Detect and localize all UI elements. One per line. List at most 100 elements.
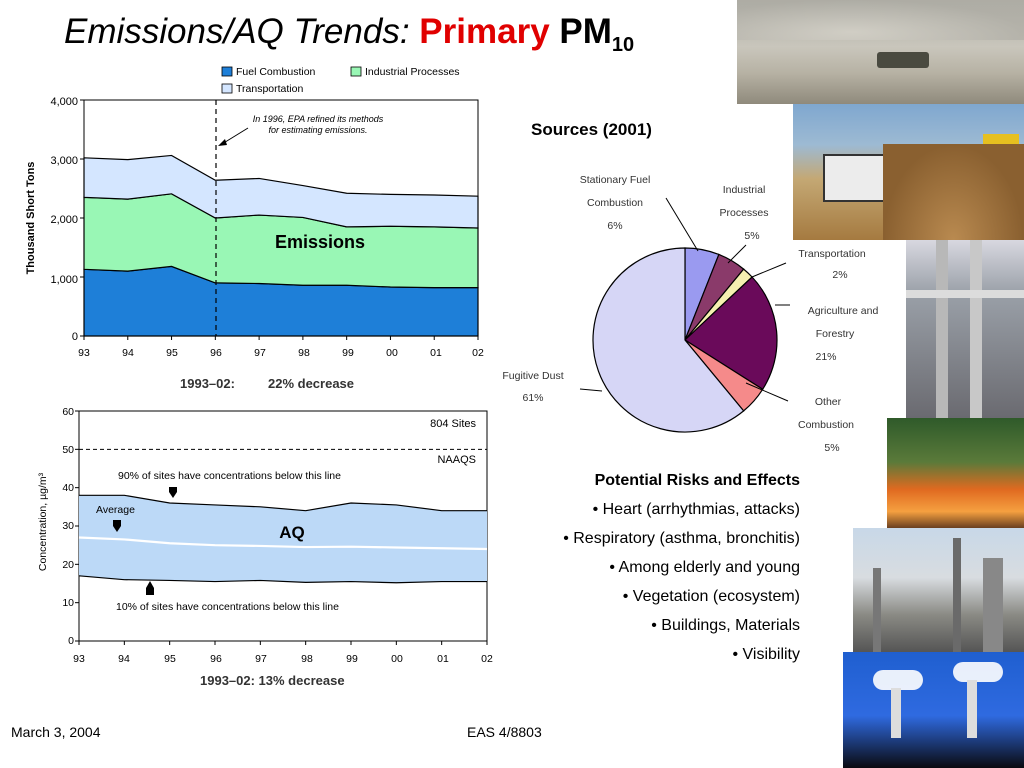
aq-xtick-93: 93 <box>73 653 85 665</box>
pie-label-transport-1: Transportation <box>798 248 865 260</box>
emis-xtick-93: 93 <box>78 347 90 359</box>
legend-swatch-fuel <box>221 66 233 77</box>
annotation-line1: In 1996, EPA refined its methods <box>253 114 384 124</box>
aq-xtick-01: 01 <box>437 653 449 665</box>
aq-line-average <box>78 536 488 551</box>
aq-xtick-95: 95 <box>164 653 176 665</box>
emis-xtick-00: 00 <box>386 347 398 359</box>
pie-label-stationary-1: Stationary Fuel <box>580 174 651 186</box>
aq-xtick-97: 97 <box>255 653 267 665</box>
emis-xtick-97: 97 <box>254 347 266 359</box>
aq-ytick-20: 20 <box>62 559 74 571</box>
pie-label-other-2: Combustion <box>798 419 854 431</box>
aq-line-10 <box>78 575 487 584</box>
legend-fuel: Fuel Combustion <box>236 66 316 78</box>
highway-lane <box>970 240 982 418</box>
smoke-plume <box>953 662 1003 682</box>
pie-label-stationary-2: Combustion <box>587 197 643 209</box>
aq-chart: Concentration, µg/m³ 0 10 20 30 40 50 60… <box>37 406 493 688</box>
refinery-stack <box>873 568 881 652</box>
aq-note-90: 90% of sites have concentrations below t… <box>118 470 341 482</box>
pie-label-stationary-3: 6% <box>607 220 622 232</box>
emis-ytick-0: 0 <box>72 331 78 343</box>
risk-item: • Vegetation (ecosystem) <box>622 588 800 605</box>
emis-ytick-4000: 4,000 <box>50 96 78 108</box>
leader-industrial <box>727 244 747 264</box>
aq-ytick-50: 50 <box>62 444 74 456</box>
pie-label-fugitive-2: 61% <box>522 392 543 404</box>
aq-xtick-94: 94 <box>118 653 130 665</box>
aq-band <box>79 495 487 583</box>
emis-xtick-99: 99 <box>342 347 354 359</box>
marker-10-icon <box>146 581 154 595</box>
pie-label-other-3: 5% <box>824 442 839 454</box>
emis-xtick-95: 95 <box>166 347 178 359</box>
risk-item: • Visibility <box>732 646 800 663</box>
aq-plot-area <box>75 410 488 645</box>
aq-ylabel: Concentration, µg/m³ <box>37 472 49 571</box>
pie-label-industrial-1: Industrial <box>723 184 766 196</box>
emissions-ylabel: Thousand Short Tons <box>25 162 37 275</box>
refinery-tower <box>983 558 1003 652</box>
aq-note-10: 10% of sites have concentrations below t… <box>116 601 339 613</box>
risk-item: • Respiratory (asthma, bronchitis) <box>563 530 800 547</box>
marker-average-icon <box>113 520 121 532</box>
emis-xtick-98: 98 <box>298 347 310 359</box>
risk-item: • Heart (arrhythmias, attacks) <box>592 501 800 518</box>
emissions-overlay-label: Emissions <box>275 232 365 252</box>
title-pm: PM <box>559 12 612 51</box>
aq-sites-label: 804 Sites <box>430 418 476 430</box>
pie-label-agri-1: Agriculture and <box>808 305 879 317</box>
emis-xtick-94: 94 <box>122 347 134 359</box>
risks-heading: Potential Risks and Effects <box>594 472 800 489</box>
aq-xtick-98: 98 <box>301 653 313 665</box>
aq-xtick-02: 02 <box>481 653 493 665</box>
aq-average-label: Average <box>96 504 135 516</box>
gravel-pile <box>883 144 1024 240</box>
aq-ytick-10: 10 <box>62 597 74 609</box>
emis-xtick-96: 96 <box>210 347 222 359</box>
pie-label-other-1: Other <box>815 396 842 408</box>
annotation-arrowhead <box>218 139 227 146</box>
photo-forest-fire <box>887 418 1024 528</box>
pie-label-agri-2: Forestry <box>816 328 855 340</box>
risks-list: Potential Risks and Effects • Heart (arr… <box>470 466 800 669</box>
aq-xtick-96: 96 <box>210 653 222 665</box>
leader-stationary <box>665 197 699 252</box>
emis-ytick-3000: 3,000 <box>50 155 78 167</box>
leader-transport <box>751 262 787 278</box>
pie-slice-agriculture-and-forestry <box>684 276 778 391</box>
emis-ytick-2000: 2,000 <box>50 214 78 226</box>
pie-label-fugitive-1: Fugitive Dust <box>502 370 563 382</box>
emissions-caption-change: 22% decrease <box>268 376 354 391</box>
pie-heading: Sources (2001) <box>531 120 652 139</box>
plant-stack <box>891 688 901 738</box>
annotation-line2: for estimating emissions. <box>268 125 367 135</box>
pie-slices <box>592 247 778 433</box>
slide-title: Emissions/AQ Trends: Primary PM10 <box>64 8 634 69</box>
footer-date: March 3, 2004 <box>11 724 101 740</box>
footer-course: EAS 4/8803 <box>467 724 542 740</box>
aq-caption: 1993–02: 13% decrease <box>200 673 345 688</box>
plant-stack <box>967 680 977 738</box>
legend-swatch-industrial <box>350 66 362 77</box>
dust-cloud <box>737 0 1024 40</box>
smoke-plume <box>873 670 923 690</box>
overpass <box>906 290 1024 298</box>
risk-item: • Buildings, Materials <box>651 617 800 634</box>
aq-line-90 <box>79 494 487 512</box>
emissions-caption-years: 1993–02: <box>180 376 235 391</box>
aq-ytick-60: 60 <box>62 406 74 418</box>
legend-swatch-transport <box>221 83 233 94</box>
aq-overlay-label: AQ <box>279 523 305 542</box>
highway-lane <box>936 240 948 418</box>
photo-power-plant <box>843 652 1024 768</box>
title-primary: Primary <box>419 12 550 51</box>
emis-ytick-1000: 1,000 <box>50 274 78 286</box>
emis-xtick-01: 01 <box>430 347 442 359</box>
refinery-stack <box>953 538 961 652</box>
pie-label-industrial-2: Processes <box>719 207 768 219</box>
emissions-plot-area <box>80 99 479 340</box>
pie-chart: Stationary Fuel Combustion 6% Industrial… <box>502 174 879 454</box>
photo-highway <box>906 240 1024 418</box>
